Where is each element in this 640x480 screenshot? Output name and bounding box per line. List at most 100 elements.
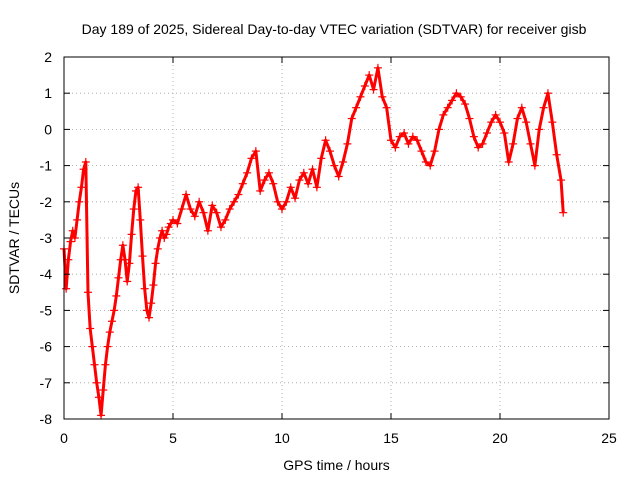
x-tick-label: 5 (169, 430, 177, 446)
data-point (216, 223, 225, 232)
data-point (500, 129, 509, 138)
data-point (461, 100, 470, 109)
data-point (456, 92, 465, 101)
data-point (88, 342, 97, 351)
data-point (234, 190, 243, 199)
data-point (539, 103, 548, 112)
data-point (413, 136, 422, 145)
data-point (452, 89, 461, 98)
x-tick-label: 25 (601, 430, 617, 446)
data-point (522, 118, 531, 127)
x-tick-label: 0 (60, 430, 68, 446)
data-point (123, 277, 132, 286)
data-point (487, 118, 496, 127)
x-tick-label: 15 (383, 430, 399, 446)
y-tick-label: -4 (40, 266, 53, 282)
data-point (238, 179, 247, 188)
data-point (105, 328, 114, 337)
y-tick-label: -5 (40, 302, 53, 318)
data-point (199, 208, 208, 217)
data-point (343, 139, 352, 148)
data-point (387, 136, 395, 145)
data-point (86, 324, 95, 333)
data-point (391, 143, 400, 152)
data-point (557, 176, 566, 185)
data-point (559, 208, 568, 217)
y-tick-label: -2 (40, 194, 53, 210)
data-point (77, 183, 86, 192)
y-tick-label: -3 (40, 230, 53, 246)
data-point (114, 273, 123, 282)
data-point (247, 154, 256, 163)
data-point (304, 179, 313, 188)
data-point (177, 205, 186, 214)
data-point (251, 147, 260, 156)
data-point (83, 288, 92, 297)
data-point (103, 342, 112, 351)
data-point (186, 205, 195, 214)
data-point (99, 386, 108, 395)
data-point (230, 197, 239, 206)
data-point (203, 226, 212, 235)
axis-ticks: 0 5 10 15 20 25 -8 -7 -6 -5 -4 -3 -2 -1 0 1 2 (40, 49, 617, 446)
data-point (417, 147, 426, 156)
data-point (513, 114, 522, 123)
data-point (504, 157, 513, 166)
data-point (400, 129, 409, 138)
data-point (347, 114, 356, 123)
data-point (134, 183, 143, 192)
y-axis-label: SDTVAR / TECUs (6, 182, 22, 294)
y-tick-label: 1 (44, 85, 52, 101)
data-point (365, 71, 374, 80)
data-point (360, 81, 369, 90)
data-point (173, 219, 182, 228)
data-point (434, 125, 443, 134)
data-point (90, 360, 99, 369)
y-tick-label: -8 (40, 411, 53, 427)
data-point (147, 299, 156, 308)
data-point (474, 143, 483, 152)
data-point (382, 103, 391, 112)
data-point (62, 284, 71, 293)
data-point (334, 172, 343, 181)
data-point (312, 183, 321, 192)
data-point (212, 208, 221, 217)
data-point (112, 291, 121, 300)
data-point (526, 139, 535, 148)
data-point (127, 230, 136, 239)
data-point (243, 168, 252, 177)
data-point (395, 132, 404, 141)
data-point (552, 150, 561, 159)
data-point (190, 212, 199, 221)
data-point (308, 165, 317, 174)
data-point (107, 317, 116, 326)
data-point (256, 186, 265, 195)
data-point (162, 230, 171, 239)
data-point (339, 157, 348, 166)
data-point (195, 197, 204, 206)
data-point (509, 139, 518, 148)
data-point (138, 252, 147, 261)
data-point (121, 255, 130, 264)
data-point (153, 244, 162, 253)
data-point (291, 194, 300, 203)
data-point (64, 255, 73, 264)
data-point (378, 92, 387, 101)
data-point (439, 110, 448, 119)
data-point (260, 176, 269, 185)
x-axis-label: GPS time / hours (283, 457, 390, 473)
data-point (295, 176, 304, 185)
data-point (430, 147, 439, 156)
data-point (478, 139, 487, 148)
data-point (221, 215, 230, 224)
data-point (129, 205, 138, 214)
data-point (369, 85, 378, 94)
y-tick-label: 0 (44, 121, 52, 137)
data-point (356, 92, 365, 101)
data-point (125, 259, 134, 268)
data-point (142, 306, 151, 315)
data-point (543, 89, 552, 98)
data-point (530, 161, 539, 170)
